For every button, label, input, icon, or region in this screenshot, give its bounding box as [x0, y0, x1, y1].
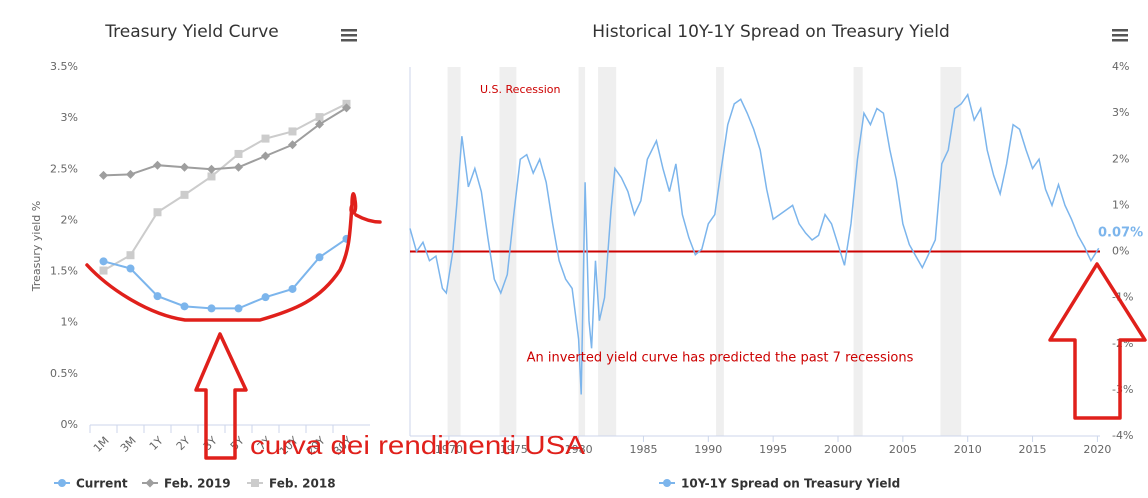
menu-right[interactable] [1112, 29, 1128, 42]
marker [153, 292, 162, 301]
y-tick-label: 1% [61, 316, 78, 329]
up-arrow [194, 332, 248, 460]
y-tick-label: 3% [61, 111, 78, 124]
marker [180, 190, 189, 199]
marker [315, 113, 324, 122]
note: An inverted yield curve has predicted th… [527, 351, 914, 366]
series-line [103, 107, 348, 177]
marker [251, 479, 259, 487]
legend-label: Feb. 2019 [164, 477, 231, 491]
marker [126, 264, 135, 273]
x-tick-label: 5Y [228, 434, 247, 453]
marker [288, 127, 297, 136]
x-tick-label: 3Y [201, 434, 220, 453]
y-tick-label: 3.5% [50, 60, 78, 73]
x-tick-label: 2015 [1019, 443, 1047, 456]
x-tick-label: 1Y [147, 434, 166, 453]
y-tick-label: 0% [1112, 245, 1129, 258]
legend-label: Current [76, 477, 128, 491]
x-tick-label: 2Y [174, 434, 193, 453]
menu-bar[interactable] [341, 34, 357, 37]
charts: Treasury Yield Curve Treasury yield % 0% 0.… [30, 22, 1143, 491]
menu-bar[interactable] [1112, 29, 1128, 32]
menu-bar[interactable] [341, 29, 357, 32]
chart-title: Treasury Yield Curve [104, 22, 279, 42]
marker [288, 284, 297, 293]
y-tick-label: 0.5% [50, 367, 78, 380]
x-tick-label: 2010 [954, 443, 982, 456]
marker [234, 304, 243, 313]
series-line [103, 238, 348, 310]
x-tick-label: 1980 [565, 443, 593, 456]
x-tick-label: 1M [91, 434, 112, 455]
series-line [409, 92, 1100, 395]
menu-bar[interactable] [1112, 39, 1128, 42]
y-tick-label: 3% [1112, 106, 1129, 119]
y-axis-title: Treasury yield % [30, 201, 43, 292]
marker [315, 119, 324, 129]
y-tick-label: 0% [61, 418, 78, 431]
marker [261, 151, 270, 161]
marker [99, 170, 108, 180]
marker [207, 172, 216, 181]
x-tick-label: 1990 [694, 443, 722, 456]
marker [180, 162, 189, 172]
menu-bar[interactable] [1112, 34, 1128, 37]
marker [261, 293, 270, 302]
marker [99, 266, 108, 275]
marker [234, 162, 243, 172]
menu-left[interactable] [341, 29, 357, 42]
series-line [103, 102, 347, 272]
x-tick-label: 2000 [824, 443, 852, 456]
menu-bar[interactable] [341, 39, 357, 42]
legend-label: Feb. 2018 [269, 477, 336, 491]
overlay-text: curva dei rendimenti USA [250, 430, 586, 460]
x-tick-label: 3M [118, 434, 139, 455]
marker [126, 251, 135, 260]
x-tick-label: 2005 [889, 443, 917, 456]
marker [58, 479, 66, 487]
marker [342, 103, 351, 113]
marker [207, 164, 216, 174]
y-tick-label: 2.5% [50, 162, 78, 175]
marker [180, 302, 189, 311]
marker [261, 134, 270, 143]
x-tick-label: 1995 [759, 443, 787, 456]
y-tick-label: 1% [1112, 198, 1129, 211]
marker [153, 208, 162, 217]
chart-title: Historical 10Y-1Y Spread on Treasury Yie… [592, 22, 950, 42]
marker [207, 304, 216, 313]
marker [153, 160, 162, 170]
marker [315, 253, 324, 262]
y-tick-label: 2% [1112, 152, 1129, 165]
y-tick-label: 2% [61, 213, 78, 226]
hand-drawings [85, 192, 1147, 460]
x-tick-label: 1985 [629, 443, 657, 456]
x-tick-label: 2020 [1083, 443, 1111, 456]
marker [288, 140, 297, 150]
y-tick-label: -4% [1112, 429, 1133, 442]
marker [145, 478, 155, 488]
up-arrow [1048, 262, 1147, 420]
x-tick-label: 1975 [500, 443, 528, 456]
y-tick-label: -3% [1112, 383, 1133, 396]
marker [126, 169, 135, 179]
recession-label: U.S. Recession [480, 83, 561, 96]
hand-drawn-curve [85, 192, 382, 322]
x-tick-label: 1970 [435, 443, 463, 456]
end-value-label: 0.07% [1098, 226, 1143, 241]
marker [99, 257, 108, 266]
y-tick-label: 1.5% [50, 265, 78, 278]
legend-label: 10Y-1Y Spread on Treasury Yield [681, 477, 900, 491]
marker [234, 149, 243, 158]
y-tick-label: 4% [1112, 60, 1129, 73]
